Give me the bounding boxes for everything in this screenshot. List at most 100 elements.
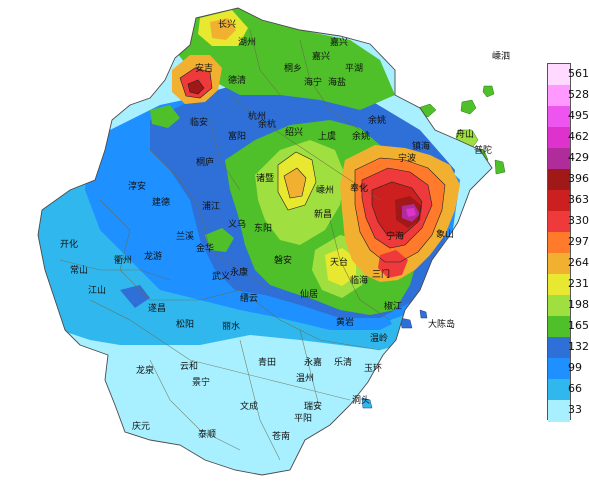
place-label: 玉环	[364, 364, 383, 374]
place-label: 金华	[196, 244, 215, 254]
place-label: 海盐	[328, 78, 347, 88]
province-outline	[37, 7, 493, 476]
legend-swatch	[548, 190, 570, 212]
place-label: 奉化	[350, 184, 369, 194]
place-label: 江山	[88, 286, 107, 296]
place-label: 龙游	[144, 252, 163, 262]
place-label: 嵊州	[316, 186, 335, 196]
place-label: 东阳	[254, 224, 273, 234]
place-label: 开化	[60, 240, 79, 250]
place-label: 义乌	[228, 220, 247, 230]
place-label: 舟山	[456, 130, 475, 140]
place-label: 文成	[240, 402, 259, 412]
place-label: 镇海	[412, 142, 431, 152]
legend-tick-label: 462	[568, 129, 589, 143]
place-label: 余杭	[258, 120, 277, 130]
place-label: 云和	[180, 362, 199, 372]
legend-tick-label: 330	[568, 213, 589, 227]
place-label: 德清	[228, 76, 247, 86]
place-label: 安吉	[195, 64, 214, 74]
place-label: 象山	[436, 230, 455, 240]
place-label: 海宁	[304, 78, 323, 88]
legend-swatch	[548, 64, 570, 86]
legend-swatch	[548, 379, 570, 401]
place-label: 温岭	[370, 334, 389, 344]
place-label: 永康	[230, 268, 249, 278]
place-label: 青田	[258, 358, 277, 368]
place-label: 永嘉	[304, 358, 323, 368]
place-label: 上虞	[318, 132, 337, 142]
place-label: 庆元	[132, 422, 151, 432]
place-label: 浦江	[202, 202, 221, 212]
legend-tick-label: 495	[568, 108, 589, 122]
place-label: 温州	[296, 374, 315, 384]
legend-swatch	[548, 295, 570, 317]
legend-tick-label: 363	[568, 192, 589, 206]
legend-tick-label: 132	[568, 339, 589, 353]
place-label: 诸暨	[256, 174, 275, 184]
place-label: 杭州	[248, 112, 267, 122]
place-label: 富阳	[228, 132, 247, 142]
place-label: 临安	[190, 118, 209, 128]
contour-lines	[179, 67, 446, 263]
place-label: 建德	[152, 198, 171, 208]
legend-swatch	[548, 253, 570, 275]
legend-tick-label: 297	[568, 234, 589, 248]
legend-tick-label: 528	[568, 87, 589, 101]
legend-swatch	[548, 106, 570, 128]
legend-tick-label: 264	[568, 255, 589, 269]
legend-tick-label: 165	[568, 318, 589, 332]
place-label: 余姚	[352, 132, 371, 142]
legend-swatch	[548, 337, 570, 359]
place-label: 苍南	[272, 432, 291, 442]
place-label: 遂昌	[148, 304, 167, 314]
place-label: 常山	[70, 266, 89, 276]
legend-swatch	[548, 169, 570, 191]
place-label: 洞头	[352, 396, 371, 406]
place-label: 淳安	[128, 182, 147, 192]
legend-swatch	[548, 127, 570, 149]
legend-tick-label: 99	[568, 360, 582, 374]
place-label: 仙居	[300, 290, 319, 300]
place-label: 平湖	[345, 64, 364, 74]
place-label: 长兴	[218, 20, 237, 30]
legend-tick-label: 396	[568, 171, 589, 185]
district-boundaries	[59, 29, 391, 461]
place-label: 绍兴	[285, 128, 304, 138]
legend-swatch	[548, 274, 570, 296]
place-label: 衢州	[114, 256, 133, 266]
legend-tick-label: 66	[568, 381, 582, 395]
place-label: 余姚	[368, 116, 387, 126]
place-label: 天台	[330, 258, 349, 268]
place-label: 丽水	[222, 322, 241, 332]
legend-swatch	[548, 316, 570, 338]
place-label: 景宁	[192, 378, 211, 388]
legend-tick-label: 429	[568, 150, 589, 164]
legend-swatch	[548, 85, 570, 107]
place-label: 宁波	[398, 154, 417, 164]
place-label: 平阳	[294, 414, 313, 424]
place-label: 新昌	[314, 210, 333, 220]
place-label: 普陀	[474, 146, 493, 156]
place-label: 兰溪	[176, 232, 195, 242]
place-label: 武义	[212, 272, 231, 282]
place-label: 泰顺	[198, 430, 217, 440]
place-label: 湖州	[238, 38, 257, 48]
legend-tick-label: 33	[568, 402, 582, 416]
legend-tick-label: 231	[568, 276, 589, 290]
legend-tick-label: 561	[568, 66, 589, 80]
place-label: 瑞安	[304, 402, 323, 412]
place-label: 嘉兴	[330, 38, 349, 48]
rainfall-legend	[547, 63, 571, 422]
legend-swatch	[548, 400, 570, 422]
place-label: 三门	[372, 270, 391, 280]
legend-swatch	[548, 232, 570, 254]
place-label: 乐清	[334, 358, 353, 368]
place-label: 松阳	[176, 320, 195, 330]
place-label: 椒江	[384, 302, 403, 312]
place-label: 大陈岛	[428, 320, 456, 330]
place-label: 黄岩	[336, 318, 355, 328]
place-label: 嘉兴	[312, 52, 331, 62]
place-label: 桐乡	[284, 64, 303, 74]
